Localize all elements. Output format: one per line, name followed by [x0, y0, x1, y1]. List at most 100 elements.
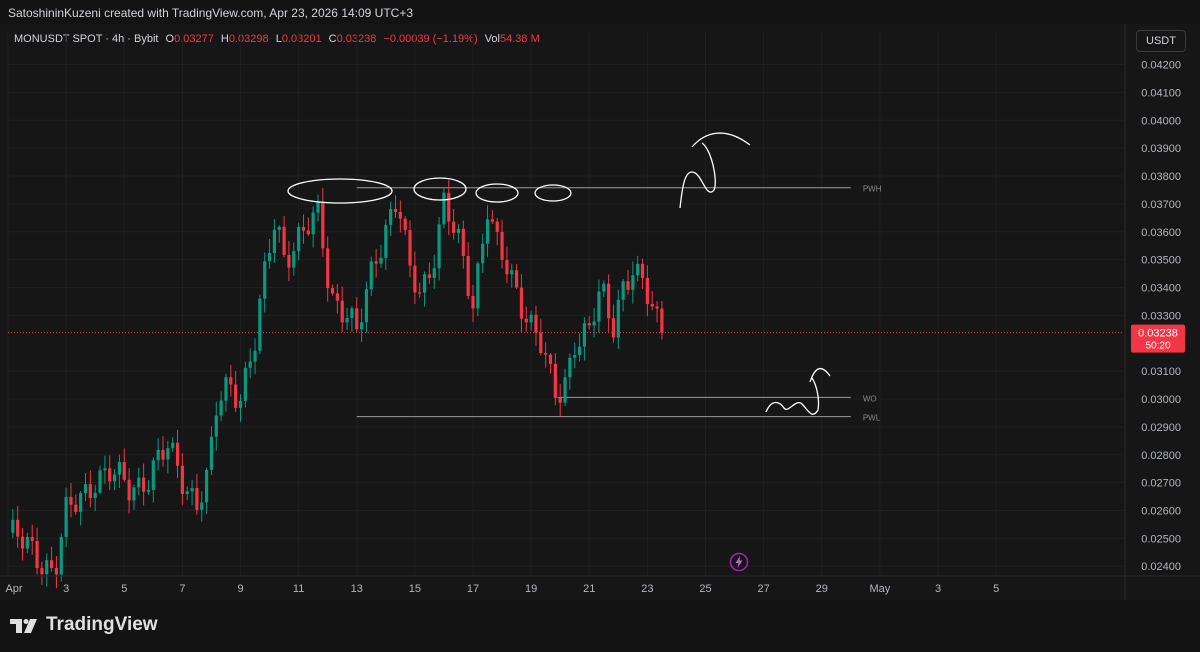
candle	[505, 259, 509, 275]
candle	[301, 226, 306, 231]
candle	[437, 224, 441, 269]
candle	[466, 256, 470, 296]
y-tick-label: 0.04200	[1141, 60, 1181, 72]
candle	[88, 484, 92, 499]
candle	[224, 377, 228, 401]
brand-name: TradingView	[46, 614, 158, 635]
candle	[582, 323, 587, 347]
candle	[452, 221, 456, 233]
candle	[621, 281, 625, 300]
candle	[631, 275, 635, 290]
y-tick-label: 0.02600	[1141, 506, 1181, 518]
y-tick-label: 0.02500	[1141, 533, 1181, 545]
candle	[156, 449, 160, 461]
candle	[185, 491, 189, 495]
candle	[229, 377, 233, 385]
candle	[204, 469, 209, 503]
open-value: 0.03277	[174, 33, 214, 45]
candle	[500, 231, 504, 260]
x-tick-label: 9	[237, 583, 243, 595]
candle	[30, 536, 34, 541]
candle	[364, 289, 369, 323]
candle	[524, 318, 528, 323]
top-circle-4	[534, 184, 572, 202]
x-tick-label: 19	[525, 583, 537, 595]
candle	[180, 465, 184, 495]
candle	[597, 291, 601, 322]
candle	[544, 353, 548, 355]
candle	[408, 230, 412, 266]
x-tick-label: 13	[351, 583, 363, 595]
x-tick-label: 25	[699, 583, 711, 595]
candle	[432, 268, 436, 278]
candle	[142, 477, 146, 492]
x-tick-label: 3	[63, 583, 69, 595]
y-tick-label: 0.03000	[1141, 394, 1181, 406]
candle	[190, 487, 194, 492]
candle	[398, 211, 402, 219]
candle	[166, 448, 170, 460]
candle	[59, 536, 63, 575]
y-tick-label: 0.04100	[1141, 87, 1181, 99]
candle	[607, 283, 611, 319]
candle	[277, 226, 281, 230]
candle	[350, 308, 354, 318]
symbol-name[interactable]: MONUSDT SPOT · 4h · Bybit	[14, 33, 159, 45]
candle	[461, 228, 465, 257]
y-tick-label: 0.03900	[1141, 143, 1181, 155]
candle	[267, 252, 272, 262]
candle	[161, 449, 165, 460]
candle	[495, 221, 499, 232]
candle	[117, 462, 122, 475]
y-tick-label: 0.03100	[1141, 366, 1181, 378]
candle	[282, 226, 286, 255]
candle	[272, 229, 277, 253]
candle	[616, 299, 620, 338]
candle	[11, 519, 15, 533]
candle	[253, 350, 257, 362]
x-tick-label: 5	[993, 583, 999, 595]
candle	[287, 254, 291, 268]
x-tick-label: 3	[935, 583, 941, 595]
candle	[592, 321, 596, 326]
lightning-icon[interactable]	[729, 552, 749, 572]
candle	[25, 536, 29, 549]
candle	[636, 263, 640, 276]
volume-value: 54.38 M	[499, 33, 540, 45]
y-tick-label: 0.03300	[1141, 310, 1181, 322]
candle	[355, 308, 359, 330]
low-label: L	[275, 33, 282, 45]
candle	[393, 209, 398, 212]
top-circle-3	[475, 183, 519, 203]
attribution-text: SatoshininKuzeni created with TradingVie…	[8, 6, 414, 20]
candle	[175, 442, 180, 466]
candle	[345, 317, 349, 323]
candle	[64, 496, 68, 537]
y-tick-label: 0.04000	[1141, 115, 1181, 127]
x-tick-label: 11	[293, 583, 304, 595]
candle	[292, 251, 296, 268]
candle	[112, 474, 117, 482]
candle	[209, 436, 214, 470]
currency-button[interactable]: USDT	[1136, 30, 1186, 52]
x-tick-label: 27	[758, 583, 770, 595]
level-label-pwl: PWL	[863, 414, 881, 423]
candle	[558, 397, 562, 403]
candle	[35, 540, 39, 569]
candle	[490, 219, 494, 222]
candle	[568, 357, 572, 378]
candle	[258, 298, 262, 351]
candle	[553, 363, 557, 398]
candle	[98, 470, 102, 493]
y-tick-label: 0.02400	[1141, 561, 1181, 573]
y-tick-label: 0.02800	[1141, 450, 1181, 462]
candle	[45, 560, 49, 575]
candle	[548, 354, 553, 364]
candle	[137, 477, 141, 488]
candle	[335, 293, 339, 301]
open-label: O	[165, 33, 175, 45]
candle	[238, 400, 243, 408]
candle	[297, 226, 301, 252]
candle	[413, 265, 417, 293]
